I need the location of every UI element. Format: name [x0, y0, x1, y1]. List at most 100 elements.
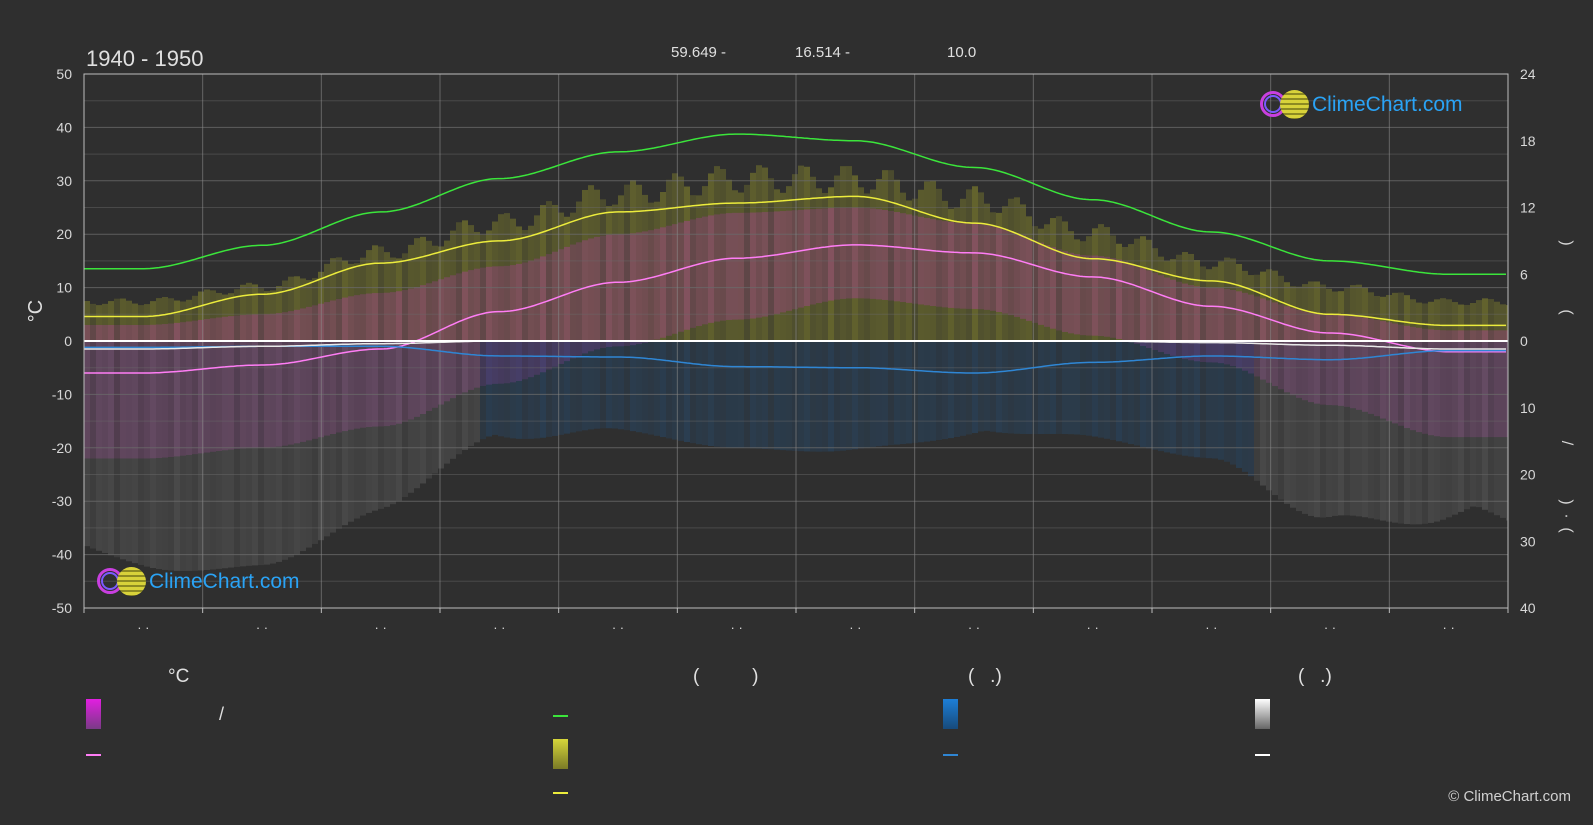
brand-logo-top[interactable]: ClimeChart.com — [1258, 88, 1463, 122]
sunshine-band — [1194, 259, 1200, 341]
precipitation-band — [624, 341, 630, 431]
temperature-band — [432, 281, 438, 408]
temperature-band — [966, 223, 972, 309]
sunshine-band — [366, 250, 372, 341]
precipitation-band — [216, 341, 222, 569]
temperature-band — [426, 283, 432, 411]
temperature-band — [444, 277, 450, 402]
temperature-band — [1002, 228, 1008, 314]
sunshine-band — [252, 284, 258, 341]
legend-line-sunshine — [553, 792, 568, 794]
sunshine-band — [1272, 270, 1278, 341]
temperature-band — [108, 324, 114, 459]
y-right-lower-tick-label: 20 — [1520, 467, 1536, 483]
temperature-band — [1158, 275, 1164, 353]
sunshine-band — [882, 170, 888, 341]
sunshine-band — [510, 218, 516, 341]
temperature-band — [414, 286, 420, 417]
precipitation-band — [594, 341, 600, 429]
precipitation-band — [366, 341, 372, 513]
precipitation-band — [180, 341, 186, 572]
sunshine-band — [1446, 299, 1452, 341]
temperature-band — [222, 316, 228, 451]
temperature-band — [342, 297, 348, 432]
temperature-band — [1110, 258, 1116, 338]
precipitation-band — [504, 341, 510, 438]
sunshine-band — [678, 176, 684, 341]
precipitation-band — [1458, 341, 1464, 512]
sunshine-band — [948, 208, 954, 341]
sunshine-band — [84, 301, 90, 341]
precipitation-band — [408, 341, 414, 493]
temperature-band — [1398, 324, 1404, 426]
temperature-band — [1260, 298, 1266, 380]
temperature-band — [906, 214, 912, 303]
sunshine-band — [330, 258, 336, 341]
precipitation-band — [588, 341, 594, 430]
sunshine-band — [792, 174, 798, 341]
temperature-band — [1212, 287, 1218, 363]
precipitation-band — [948, 341, 954, 439]
precipitation-band — [678, 341, 684, 441]
temperature-band — [1452, 330, 1458, 438]
precipitation-band — [1422, 341, 1428, 524]
precipitation-band — [816, 341, 822, 452]
brand-logo-bottom[interactable]: ClimeChart.com — [95, 565, 300, 599]
x-tick-label: · · — [731, 620, 743, 635]
temperature-band — [1140, 267, 1146, 346]
sunshine-band — [732, 190, 738, 341]
temperature-band — [1026, 237, 1032, 321]
sunshine-band — [1014, 197, 1020, 341]
sunshine-band — [756, 165, 762, 341]
temperature-band — [1476, 330, 1482, 438]
precipitation-band — [528, 341, 534, 439]
temperature-band — [876, 209, 882, 300]
temperature-band — [354, 295, 360, 429]
temperature-band — [360, 294, 366, 428]
precipitation-band — [426, 341, 432, 479]
temperature-band — [144, 324, 150, 459]
precipitation-band — [402, 341, 408, 497]
precipitation-band — [252, 341, 258, 566]
precipitation-band — [780, 341, 786, 451]
sunshine-band — [1206, 269, 1212, 341]
temperature-band — [990, 225, 996, 311]
sunshine-band — [126, 300, 132, 341]
sunshine-band — [864, 193, 870, 341]
precipitation-band — [768, 341, 774, 450]
sunshine-band — [618, 195, 624, 341]
sunshine-band — [1200, 266, 1206, 341]
precipitation-band — [432, 341, 438, 474]
temperature-band — [1380, 321, 1386, 419]
temperature-band — [1242, 292, 1248, 371]
temperature-band — [1152, 272, 1158, 351]
temperature-band — [1086, 255, 1092, 336]
sunshine-band — [1086, 236, 1092, 341]
y-left-tick-label: 30 — [56, 173, 72, 189]
temperature-band — [864, 207, 870, 299]
precipitation-band — [84, 341, 90, 547]
sunshine-band — [1230, 258, 1236, 341]
sunshine-band — [1050, 218, 1056, 341]
precipitation-band — [1260, 341, 1266, 486]
temperature-band — [276, 313, 282, 447]
sunshine-band — [1440, 298, 1446, 341]
temperature-band — [594, 236, 600, 350]
sunshine-band — [930, 180, 936, 341]
temperature-band — [948, 221, 954, 308]
precipitation-band — [132, 341, 138, 564]
precipitation-band — [1350, 341, 1356, 516]
sunshine-band — [858, 187, 864, 341]
precipitation-band — [126, 341, 132, 562]
temperature-band — [828, 208, 834, 301]
sunshine-band — [654, 201, 660, 341]
sunshine-band — [810, 176, 816, 341]
precipitation-band — [1032, 341, 1038, 435]
legend-heading-sun: ( ) — [693, 666, 759, 687]
precipitation-band — [822, 341, 828, 452]
temperature-band — [498, 266, 504, 384]
precipitation-band — [600, 341, 606, 429]
temperature-band — [348, 296, 354, 430]
sunshine-band — [414, 238, 420, 341]
y-right-upper-tick-label: 0 — [1520, 333, 1528, 349]
